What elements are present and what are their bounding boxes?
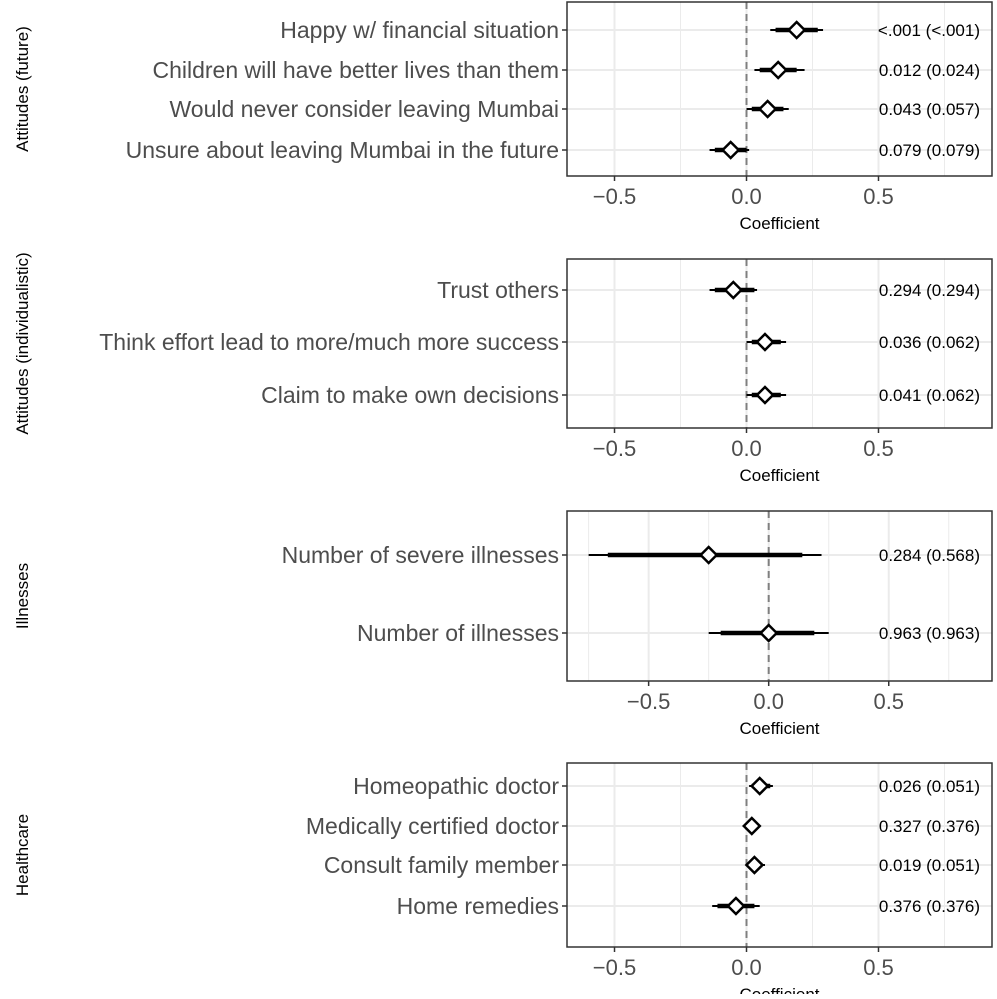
row-label: Think effort lead to more/much more succ… bbox=[99, 329, 559, 355]
panel-border bbox=[566, 258, 993, 429]
facet-label: Healthcare bbox=[13, 814, 32, 896]
x-axis-title: Coefficient bbox=[739, 719, 819, 738]
row-label: Unsure about leaving Mumbai in the futur… bbox=[126, 137, 559, 163]
row-label: Home remedies bbox=[397, 893, 559, 919]
facet-panel: 0.026 (0.051) Homeopathic doctor 0.327 (0.… bbox=[13, 762, 993, 999]
p-value-label: 0.041 (0.062) bbox=[879, 386, 980, 405]
x-tick-label: 0.5 bbox=[863, 436, 894, 461]
p-value-label: 0.036 (0.062) bbox=[879, 333, 980, 352]
facet-panel: 0.294 (0.294) Trust others 0.036 (0.062) Th… bbox=[13, 252, 993, 485]
x-tick-label: −0.5 bbox=[593, 436, 636, 461]
x-tick-label: 0.0 bbox=[753, 689, 784, 714]
facet-panel: 0.284 (0.568) Number of severe illnesses 0… bbox=[13, 510, 993, 738]
row-label: Children will have better lives than the… bbox=[152, 57, 559, 83]
x-tick-label: −0.5 bbox=[627, 689, 670, 714]
x-tick-label: 0.5 bbox=[873, 689, 904, 714]
estimate-point bbox=[786, 20, 807, 40]
row-label: Claim to make own decisions bbox=[261, 382, 559, 408]
row-label: Trust others bbox=[437, 277, 559, 303]
estimate-point bbox=[723, 280, 744, 300]
x-tick-label: 0.5 bbox=[863, 184, 894, 209]
p-value-label: 0.019 (0.051) bbox=[879, 856, 980, 875]
row-label: Homeopathic doctor bbox=[353, 773, 559, 799]
row-label: Happy w/ financial situation bbox=[280, 17, 559, 43]
estimate-point bbox=[768, 60, 788, 80]
x-tick-label: −0.5 bbox=[593, 955, 636, 980]
estimate-point bbox=[742, 816, 762, 836]
x-tick-label: 0.0 bbox=[731, 955, 762, 980]
p-value-label: 0.327 (0.376) bbox=[879, 817, 980, 836]
estimate-point bbox=[755, 385, 775, 405]
estimate-point bbox=[726, 896, 746, 916]
estimate-point bbox=[744, 855, 765, 875]
row-label: Number of illnesses bbox=[357, 620, 559, 646]
facet-panel: <.001 (<.001) Happy w/ financial situatio… bbox=[13, 1, 993, 233]
panel-background bbox=[567, 763, 992, 947]
estimate-point bbox=[757, 99, 778, 119]
estimate-point bbox=[720, 140, 741, 160]
p-value-label: 0.376 (0.376) bbox=[879, 897, 980, 916]
panel-border bbox=[566, 1, 993, 177]
x-tick-label: 0.0 bbox=[731, 184, 762, 209]
x-axis-title: Coefficient bbox=[739, 214, 819, 233]
p-value-label: 0.026 (0.051) bbox=[879, 777, 980, 796]
x-tick-label: 0.5 bbox=[863, 955, 894, 980]
estimate-point bbox=[758, 623, 779, 643]
row-label: Would never consider leaving Mumbai bbox=[170, 96, 560, 122]
x-tick-label: 0.0 bbox=[731, 436, 762, 461]
x-axis-title: Coefficient bbox=[739, 985, 819, 994]
x-axis-title: Coefficient bbox=[739, 466, 819, 485]
estimate-point bbox=[755, 332, 775, 352]
facet-label: Attitudes (individualistic) bbox=[13, 252, 32, 434]
x-tick-label: −0.5 bbox=[593, 184, 636, 209]
estimate-point bbox=[698, 545, 719, 565]
p-value-label: 0.294 (0.294) bbox=[879, 281, 980, 300]
p-value-label: 0.043 (0.057) bbox=[879, 100, 980, 119]
p-value-label: <.001 (<.001) bbox=[878, 21, 980, 40]
row-label: Consult family member bbox=[324, 852, 560, 878]
panel-background bbox=[567, 511, 992, 681]
p-value-label: 0.284 (0.568) bbox=[879, 546, 980, 565]
p-value-label: 0.963 (0.963) bbox=[879, 624, 980, 643]
row-label: Number of severe illnesses bbox=[282, 542, 559, 568]
facet-label: Attitudes (future) bbox=[13, 26, 32, 152]
row-label: Medically certified doctor bbox=[306, 813, 559, 839]
panel-border bbox=[566, 510, 993, 682]
estimate-point bbox=[749, 776, 770, 796]
p-value-label: 0.012 (0.024) bbox=[879, 61, 980, 80]
panel-border bbox=[566, 762, 993, 948]
p-value-label: 0.079 (0.079) bbox=[879, 141, 980, 160]
facet-label: Illnesses bbox=[13, 563, 32, 629]
